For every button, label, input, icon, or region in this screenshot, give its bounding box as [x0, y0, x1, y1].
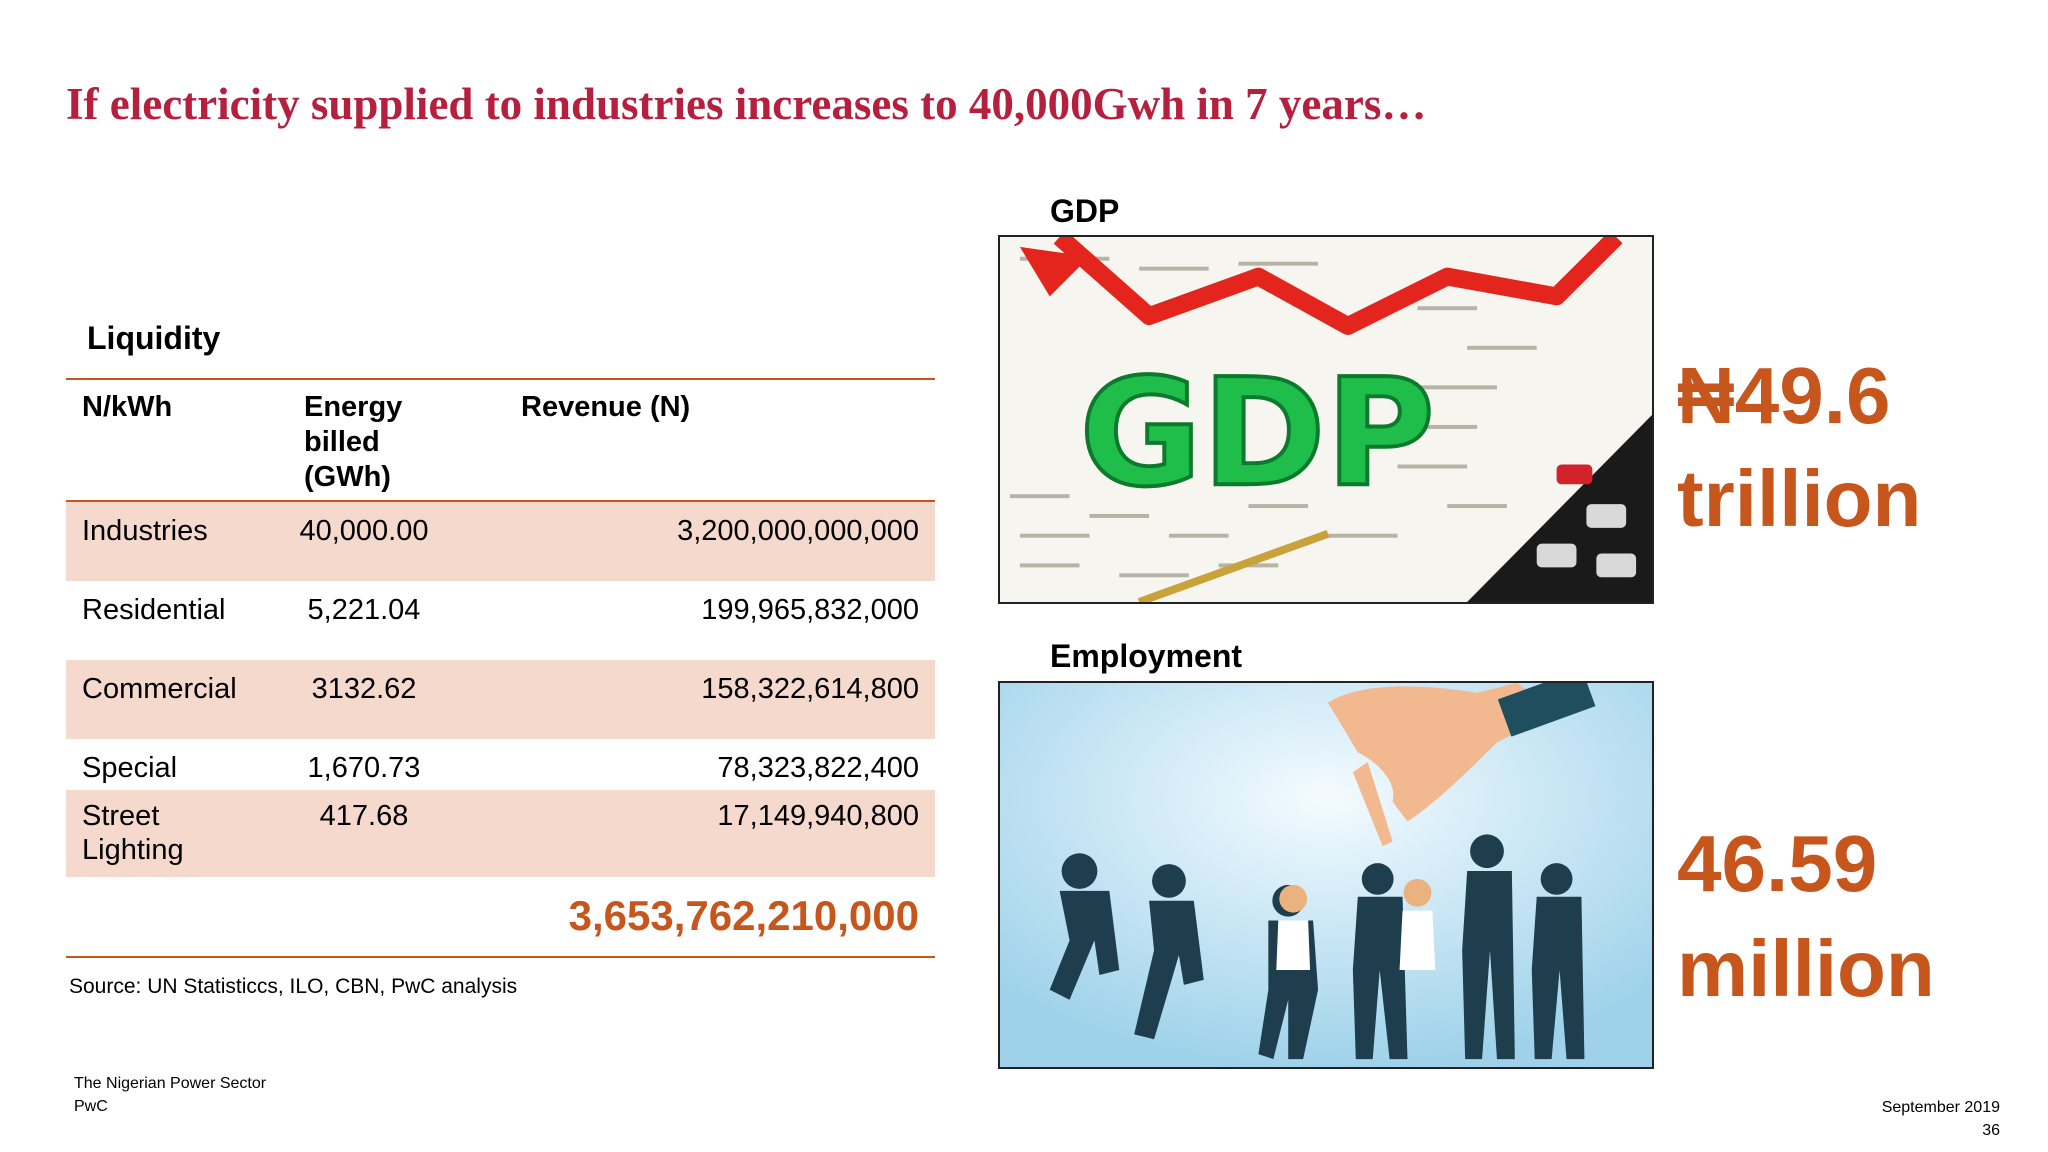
- gdp-image-letters: GDP: [1080, 348, 1435, 521]
- table-total-row: 3,653,762,210,000: [66, 877, 935, 956]
- table-top-rule: [66, 378, 935, 380]
- row-energy: 40,000.00: [299, 515, 429, 547]
- footer-date: September 2019: [1881, 1099, 2000, 1116]
- row-category-line2: Lighting: [82, 834, 184, 866]
- table-bottom-rule: [66, 956, 935, 958]
- table-header-row: N/kWh Energy billed (GWh) Revenue (N): [66, 380, 935, 502]
- row-category: Commercial: [82, 673, 237, 705]
- row-revenue: 17,149,940,800: [717, 800, 919, 832]
- row-category: Special: [82, 752, 178, 784]
- gdp-illustration: GDP: [1009, 237, 1652, 602]
- header-revenue: Revenue (N): [521, 391, 691, 423]
- liquidity-table: N/kWh Energy billed (GWh) Revenue (N) In…: [66, 378, 935, 958]
- row-energy: 3132.62: [311, 673, 417, 705]
- employment-illustration: [1000, 683, 1652, 1067]
- footer-report-name: The Nigerian Power Sector: [74, 1075, 267, 1092]
- gdp-label: GDP: [1050, 193, 1120, 229]
- gdp-value-line2: trillion: [1677, 454, 1922, 543]
- header-energy-line3: (GWh): [304, 461, 391, 493]
- footer-right: September 2019 36: [1882, 1096, 2000, 1142]
- footer-left: The Nigerian Power Sector PwC: [74, 1072, 266, 1118]
- row-energy: 417.68: [319, 800, 409, 832]
- row-category-line1: Street: [82, 800, 160, 832]
- table-row: Commercial 3132.62 158,322,614,800: [66, 660, 935, 739]
- table-row: Industries 40,000.00 3,200,000,000,000: [66, 502, 935, 581]
- total-revenue: 3,653,762,210,000: [568, 892, 919, 939]
- source-note: Source: UN Statisticcs, ILO, CBN, PwC an…: [69, 975, 518, 998]
- row-energy: 5,221.04: [307, 594, 421, 626]
- row-revenue: 3,200,000,000,000: [677, 515, 919, 547]
- header-nkwh: N/kWh: [82, 391, 173, 423]
- table-row: Street Lighting 417.68 17,149,940,800: [66, 790, 935, 877]
- row-energy: 1,670.73: [307, 752, 421, 784]
- header-energy-line2: billed: [304, 426, 380, 458]
- row-revenue: 199,965,832,000: [701, 594, 919, 626]
- row-revenue: 78,323,822,400: [717, 752, 919, 784]
- row-category: Industries: [82, 515, 208, 547]
- table-row: Residential 5,221.04 199,965,832,000: [66, 581, 935, 660]
- gdp-value-line1: ₦49.6: [1677, 351, 1891, 440]
- liquidity-heading: Liquidity: [87, 320, 221, 356]
- employment-image: [998, 681, 1654, 1069]
- row-category: Residential: [82, 594, 226, 626]
- page-number: 36: [1982, 1122, 2000, 1139]
- employment-value-line1: 46.59: [1677, 819, 1878, 908]
- page-title: If electricity supplied to industries in…: [66, 79, 1427, 129]
- header-energy-line1: Energy: [304, 391, 403, 423]
- employment-label: Employment: [1050, 638, 1243, 674]
- employment-value-line2: million: [1677, 924, 1935, 1013]
- footer-company: PwC: [74, 1098, 108, 1115]
- table-row: Special 1,670.73 78,323,822,400: [66, 739, 935, 790]
- row-revenue: 158,322,614,800: [701, 673, 919, 705]
- gdp-image: GDP: [998, 235, 1654, 604]
